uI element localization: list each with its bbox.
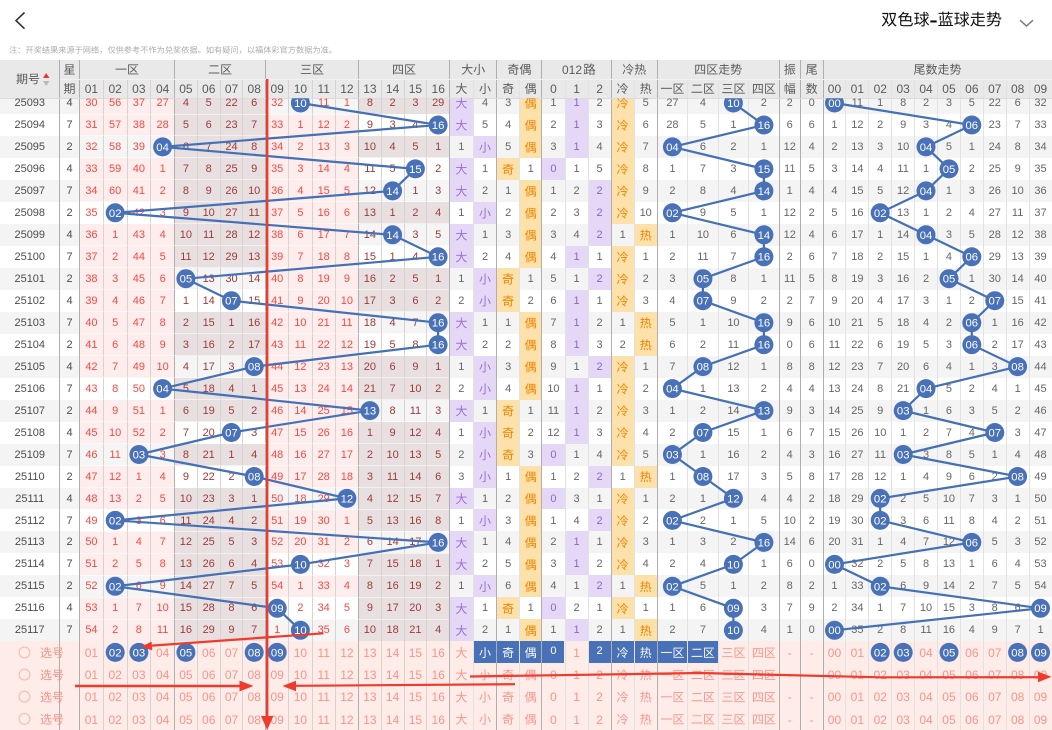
svg-text:02: 02 [666, 208, 679, 220]
svg-text:06: 06 [966, 318, 979, 330]
svg-text:04: 04 [156, 142, 169, 154]
svg-text:03: 03 [897, 450, 910, 462]
svg-text:02: 02 [109, 515, 122, 527]
svg-text:05: 05 [180, 274, 193, 286]
svg-text:09: 09 [1034, 603, 1047, 615]
svg-text:10: 10 [294, 98, 307, 110]
svg-text:04: 04 [666, 142, 679, 154]
svg-text:08: 08 [248, 471, 261, 483]
svg-text:03: 03 [897, 406, 910, 418]
svg-text:16: 16 [758, 340, 771, 352]
svg-text:09: 09 [271, 647, 284, 659]
svg-text:08: 08 [697, 362, 710, 374]
svg-text:15: 15 [758, 164, 771, 176]
svg-text:08: 08 [1011, 647, 1024, 659]
svg-text:09: 09 [1034, 647, 1047, 659]
svg-text:08: 08 [248, 647, 261, 659]
svg-text:14: 14 [386, 186, 399, 198]
svg-text:04: 04 [920, 230, 933, 242]
svg-text:06: 06 [966, 120, 979, 132]
svg-text:05: 05 [943, 164, 956, 176]
svg-text:05: 05 [943, 274, 956, 286]
svg-text:07: 07 [697, 428, 710, 440]
svg-text:03: 03 [133, 450, 146, 462]
svg-text:14: 14 [758, 230, 771, 242]
svg-text:02: 02 [874, 493, 887, 505]
svg-text:04: 04 [920, 384, 933, 396]
svg-text:07: 07 [697, 296, 710, 308]
svg-text:14: 14 [386, 230, 399, 242]
svg-text:02: 02 [874, 208, 887, 220]
svg-text:02: 02 [109, 581, 122, 593]
svg-text:14: 14 [758, 186, 771, 198]
svg-text:07: 07 [225, 296, 238, 308]
svg-text:10: 10 [727, 98, 740, 110]
svg-text:02: 02 [666, 515, 679, 527]
svg-text:02: 02 [109, 647, 122, 659]
svg-text:00: 00 [828, 98, 841, 110]
svg-text:16: 16 [758, 252, 771, 264]
svg-text:16: 16 [432, 252, 445, 264]
svg-text:08: 08 [248, 362, 261, 374]
svg-text:15: 15 [409, 164, 422, 176]
svg-text:05: 05 [697, 274, 710, 286]
svg-text:16: 16 [432, 340, 445, 352]
svg-text:05: 05 [943, 647, 956, 659]
svg-text:05: 05 [180, 647, 193, 659]
svg-text:02: 02 [874, 515, 887, 527]
svg-text:00: 00 [828, 559, 841, 571]
svg-text:16: 16 [432, 120, 445, 132]
svg-text:07: 07 [989, 428, 1002, 440]
svg-text:10: 10 [727, 625, 740, 637]
svg-text:08: 08 [1011, 362, 1024, 374]
svg-text:06: 06 [966, 340, 979, 352]
svg-text:13: 13 [364, 406, 377, 418]
svg-text:02: 02 [874, 581, 887, 593]
svg-text:04: 04 [920, 186, 933, 198]
svg-text:02: 02 [874, 647, 887, 659]
svg-text:16: 16 [758, 318, 771, 330]
svg-text:00: 00 [828, 625, 841, 637]
svg-text:10: 10 [727, 559, 740, 571]
svg-text:13: 13 [758, 406, 771, 418]
svg-text:10: 10 [294, 559, 307, 571]
svg-text:03: 03 [897, 647, 910, 659]
svg-text:06: 06 [966, 252, 979, 264]
svg-text:16: 16 [758, 120, 771, 132]
svg-text:03: 03 [666, 450, 679, 462]
svg-text:02: 02 [109, 208, 122, 220]
svg-text:06: 06 [966, 537, 979, 549]
svg-text:16: 16 [432, 537, 445, 549]
svg-text:04: 04 [666, 384, 679, 396]
svg-text:12: 12 [727, 493, 740, 505]
svg-text:02: 02 [666, 581, 679, 593]
svg-text:09: 09 [727, 603, 740, 615]
svg-text:08: 08 [1011, 471, 1024, 483]
svg-text:03: 03 [133, 647, 146, 659]
svg-text:04: 04 [156, 384, 169, 396]
svg-text:07: 07 [225, 428, 238, 440]
svg-text:12: 12 [341, 493, 354, 505]
svg-text:16: 16 [758, 537, 771, 549]
svg-text:16: 16 [432, 318, 445, 330]
svg-text:09: 09 [271, 603, 284, 615]
svg-text:04: 04 [920, 142, 933, 154]
svg-text:08: 08 [697, 471, 710, 483]
svg-text:07: 07 [989, 296, 1002, 308]
